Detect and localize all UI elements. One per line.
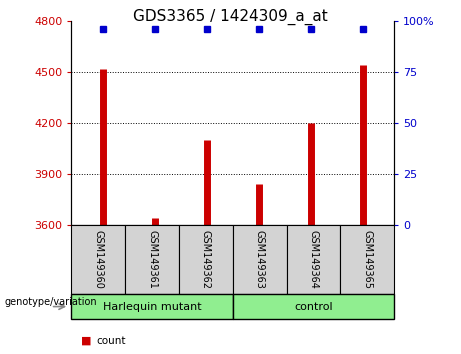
Text: GSM149360: GSM149360 (93, 230, 103, 289)
Text: GSM149365: GSM149365 (362, 230, 372, 289)
Text: count: count (97, 336, 126, 346)
Text: Harlequin mutant: Harlequin mutant (103, 302, 201, 312)
Text: GSM149361: GSM149361 (147, 230, 157, 289)
Text: genotype/variation: genotype/variation (5, 297, 97, 307)
Text: GSM149364: GSM149364 (308, 230, 319, 289)
Text: control: control (294, 302, 333, 312)
Text: GDS3365 / 1424309_a_at: GDS3365 / 1424309_a_at (133, 9, 328, 25)
Text: GSM149363: GSM149363 (254, 230, 265, 289)
Text: GSM149362: GSM149362 (201, 230, 211, 289)
Text: ■: ■ (81, 336, 91, 346)
